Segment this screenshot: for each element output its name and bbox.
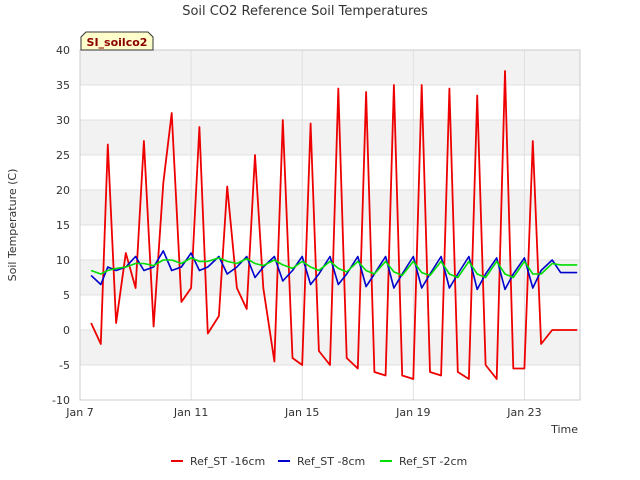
grid-band	[80, 120, 580, 155]
x-tick-labels: Jan 7 Jan 11 Jan 15 Jan 19 Jan 23	[65, 406, 541, 419]
plot-frame	[79, 49, 581, 401]
legend-label-ref-st-2cm: Ref_ST -2cm	[399, 455, 467, 468]
legend-item-ref-st-8cm: Ref_ST -8cm	[278, 455, 365, 468]
x-tick-label: Jan 15	[284, 406, 319, 419]
site-badge-box	[80, 31, 154, 51]
y-tick-labels: -10 -5 0 5 10 15 20 25 30 35 40	[52, 44, 70, 407]
legend: Ref_ST -16cm Ref_ST -8cm Ref_ST -2cm	[171, 455, 467, 468]
site-badge-label: SI_soilco2	[87, 36, 148, 49]
y-tick-label: 10	[56, 254, 70, 267]
y-axis-label: Soil Temperature (C)	[6, 169, 19, 282]
chart-title: Soil CO2 Reference Soil Temperatures	[182, 4, 428, 19]
series-lines	[90, 70, 578, 380]
y-tick-label: 0	[63, 324, 70, 337]
x-tick-label: Jan 11	[173, 406, 208, 419]
grid-band	[80, 190, 580, 225]
y-tick-label: 30	[56, 114, 70, 127]
x-tick-label: Jan 19	[395, 406, 430, 419]
y-tick-label: 40	[56, 44, 70, 57]
grid-band	[80, 260, 580, 295]
legend-label-ref-st-8cm: Ref_ST -8cm	[297, 455, 365, 468]
site-badge: SI_soilco2	[80, 31, 154, 51]
y-tick-label: 5	[63, 289, 70, 302]
y-tick-label: -10	[52, 394, 70, 407]
x-axis-label: Time	[550, 423, 578, 436]
series-line-ref-st-2cm	[90, 257, 578, 279]
y-tick-label: 25	[56, 149, 70, 162]
series-line-ref-st-16cm	[90, 70, 578, 380]
plot-bands	[80, 50, 580, 365]
x-tick-label: Jan 7	[65, 406, 93, 419]
legend-label-ref-st-16cm: Ref_ST -16cm	[190, 455, 265, 468]
grid-band	[80, 50, 580, 85]
y-tick-label: 20	[56, 184, 70, 197]
y-tick-label: -5	[59, 359, 70, 372]
x-tick-label: Jan 23	[506, 406, 541, 419]
legend-item-ref-st-16cm: Ref_ST -16cm	[171, 455, 265, 468]
y-tick-label: 35	[56, 79, 70, 92]
legend-item-ref-st-2cm: Ref_ST -2cm	[380, 455, 467, 468]
y-tick-label: 15	[56, 219, 70, 232]
